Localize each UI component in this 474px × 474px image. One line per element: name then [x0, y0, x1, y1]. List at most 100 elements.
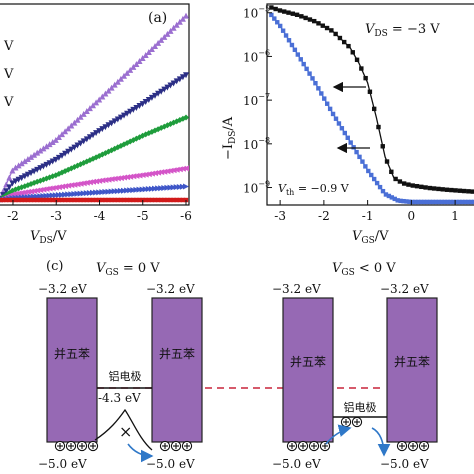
panel-a-series-5-point [77, 190, 84, 197]
panel-a-series-6-point [44, 197, 49, 203]
panel-a-xtick-label: -6 [180, 209, 192, 223]
panel-a-series-4-point [28, 188, 34, 195]
panel-b-series-1-point [470, 189, 474, 194]
panel-a-series-2-point [28, 170, 34, 177]
panel-a-series-6-point [134, 197, 139, 203]
panel-b-series-2-point [418, 199, 424, 205]
panel-b-series-1-point [406, 182, 411, 187]
panel-b-series-1-point [312, 18, 317, 24]
panel-b-series-2-point [345, 135, 350, 140]
panel-a-series-6-point [13, 197, 18, 203]
holes-row-right-1 [286, 440, 331, 452]
panel-a-series-6-point [16, 197, 21, 203]
panel-a-series-4-point [34, 187, 41, 194]
panel-a-series-1-point [28, 153, 34, 160]
panel-b-series-2-point [366, 168, 371, 174]
panel-a-series-2-point [12, 178, 19, 185]
panel-a-series-6-point [118, 197, 124, 203]
panel-b-series-1-point [401, 181, 407, 186]
pentacene-block-right-2 [386, 297, 438, 443]
panel-a-label: (a) [148, 10, 167, 26]
panel-b-series-2-point [380, 188, 386, 194]
panel-a-series-1-point [80, 110, 87, 117]
left-bottom-level-2: −5.0 eV [146, 457, 195, 471]
panel-a-series-4-point [136, 172, 143, 179]
panel-a-series-1-point [139, 55, 146, 62]
panel-a-series-4-point [24, 188, 31, 195]
panel-a-series-2-point [99, 126, 106, 133]
panel-a-series-5-point [152, 185, 158, 192]
panel-a-series-1-point [6, 174, 13, 181]
panel-a-series-5-point [74, 190, 81, 197]
panel-a-series-6-point [131, 197, 136, 203]
panel-c-label: (c) [46, 259, 63, 274]
panel-a-xtick-label: -4 [94, 209, 106, 223]
panel-b-series-2-point [371, 176, 377, 182]
panel-a-series-6-point [69, 197, 74, 203]
panel-b-series-1-point [303, 15, 308, 21]
panel-b-series-2-point [298, 57, 303, 62]
panel-b-vth-annotation: Vth = −0.9 V [278, 182, 350, 197]
panel-a-series-2-point [83, 136, 90, 143]
panel-a-series-4-point [18, 189, 25, 196]
panel-b-series-2-point [383, 192, 389, 197]
panel-a-series-2-point [21, 173, 28, 180]
left-top-level-1: −3.2 eV [38, 282, 87, 296]
panel-b-series-2-point [407, 199, 412, 204]
panel-b-series-2-point [445, 199, 450, 205]
panel-a-series-1-point [21, 158, 28, 165]
panel-a-series-4-point [142, 171, 149, 178]
panel-a-series-2-point [176, 76, 183, 83]
panel-b-series-2-point [313, 80, 318, 86]
panel-b-series-2-point [427, 199, 433, 205]
panel-a-series-2-point [161, 86, 168, 93]
panel-a-series-2-point [46, 160, 53, 167]
panel-a-series-2-point [108, 120, 115, 127]
panel-b-series-1-point [316, 21, 321, 26]
panel-a-series-6-point [165, 197, 170, 203]
panel-a-series-6-point [50, 197, 55, 203]
panel-b-series-2-point [395, 198, 400, 203]
panel-a-series-5-point [164, 184, 171, 191]
panel-a-series-5-point [114, 188, 121, 195]
panel-b-series-1-point [269, 5, 274, 10]
panel-a-series-1-point [179, 15, 186, 22]
panel-a-series-5-point [59, 191, 65, 198]
panel-a-series-1-point [83, 108, 90, 115]
panel-b-series-1-point [277, 8, 283, 13]
panel-a-series-2-point [71, 144, 78, 151]
panel-a-series-2-point [52, 156, 59, 163]
panel-a-series-5-point [80, 190, 87, 197]
panel-a-series-5-point [96, 189, 103, 196]
panel-a-series-5-point [176, 183, 183, 190]
panel-a-series-6-point [10, 197, 15, 203]
panel-c: (c) VGS = 0 V VGS < 0 V −3.2 eV −3.2 eV … [38, 259, 438, 471]
panel-a-series-4-point [80, 180, 87, 187]
panel-a-series-5-point [167, 184, 174, 191]
panel-b-series-2-point [416, 199, 421, 205]
panel-a-series-2-point [130, 106, 137, 113]
panel-b-series-2-point [442, 199, 447, 205]
panel-a-series-6-point [121, 197, 127, 203]
panel-a-series-5-point [105, 188, 112, 195]
panel-a-series-2-point [80, 138, 87, 145]
panel-a-series-1-point [68, 122, 75, 129]
panel-b-series-1-point [346, 43, 351, 49]
hole-escape-arrow-left [127, 443, 154, 463]
panel-a-series-5-point [93, 189, 100, 196]
panel-a-ticks: -2 -3 -4 -5 -6 [7, 200, 192, 223]
panel-a-series-1-point [77, 113, 84, 120]
panel-b-series-1-point [367, 89, 373, 94]
panel-a-series-6-point [168, 197, 173, 203]
panel-b-series-1-point [440, 187, 445, 192]
panel-a-series-1-point [74, 116, 81, 123]
panel-b-series-2-point [348, 140, 353, 145]
panel-a-series-6-point [106, 197, 111, 203]
panel-b-series-2-point [404, 199, 409, 204]
panel-b-series-1-point [397, 179, 403, 184]
panel-a-series-5-point [71, 190, 78, 197]
panel-a-series-1-point [93, 99, 100, 106]
panel-a-series-6-point [103, 197, 108, 203]
right-bottom-level-1: −5.0 eV [272, 457, 321, 471]
panel-a-series-2-point [164, 84, 171, 91]
